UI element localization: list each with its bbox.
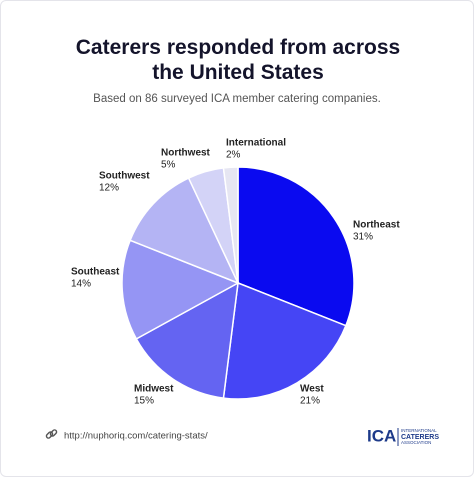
logo: ICA xyxy=(367,426,396,445)
slice-label: International xyxy=(226,138,286,149)
pie-slice xyxy=(121,239,240,340)
slice-value-label: 12% xyxy=(99,183,119,194)
link-icon xyxy=(45,429,58,439)
slice-label: Midwest xyxy=(134,384,174,395)
slice-value-label: 5% xyxy=(161,160,176,171)
slice-value-label: 15% xyxy=(134,396,154,407)
pie-slice xyxy=(222,281,347,400)
slice-label: Northwest xyxy=(161,148,211,159)
slice-label: Southeast xyxy=(71,267,120,278)
chart-title: Caterers responded from across the Unite… xyxy=(75,36,401,84)
logo-text: ASSOCIATION xyxy=(401,440,431,445)
source-url[interactable]: http://nuphoriq.com/catering-stats/ xyxy=(64,431,208,442)
slice-label: Southwest xyxy=(99,171,150,182)
chart-subtitle: Based on 86 surveyed ICA member catering… xyxy=(93,93,381,105)
logo-text: CATERERS xyxy=(401,434,439,441)
pie-slice xyxy=(135,281,239,399)
pie-slice xyxy=(129,177,240,285)
slice-label: West xyxy=(300,384,324,395)
slice-value-label: 2% xyxy=(226,150,241,161)
pie-slice xyxy=(237,166,355,327)
pie-slice xyxy=(222,166,239,284)
slice-value-label: 31% xyxy=(353,232,373,243)
slice-value-label: 14% xyxy=(71,279,91,290)
slice-value-label: 21% xyxy=(300,396,320,407)
slice-label: Northeast xyxy=(353,220,400,231)
logo-text: INTERNATIONAL xyxy=(401,428,437,433)
